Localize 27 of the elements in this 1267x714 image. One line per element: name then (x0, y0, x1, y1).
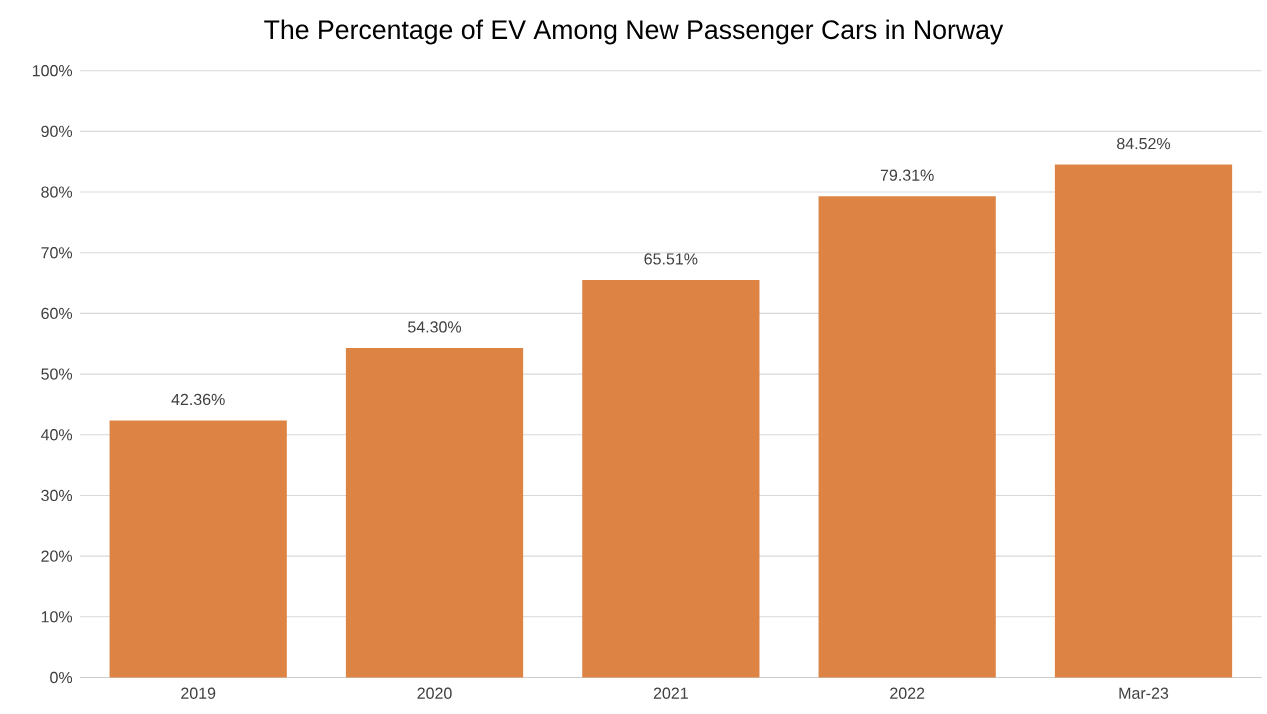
data-label: 79.31% (880, 169, 934, 182)
x-tick-label: 2022 (890, 687, 925, 700)
chart-title: The Percentage of EV Among New Passenger Cars in Norway (264, 19, 1004, 45)
x-tick-label: 2020 (417, 687, 452, 700)
bar (345, 348, 524, 678)
y-tick-label: 20% (41, 550, 73, 563)
y-tick-label: 0% (50, 672, 73, 684)
x-tick-label: 2019 (181, 687, 216, 700)
y-tick-label: 40% (40, 429, 73, 441)
y-tick-label: 80% (41, 186, 73, 198)
bar (818, 196, 996, 678)
data-label: 42.36% (171, 393, 225, 406)
bar (582, 280, 760, 678)
y-tick-label: 60% (41, 307, 73, 320)
data-label: 65.51% (644, 253, 698, 265)
y-tick-label: 90% (41, 125, 73, 138)
bar (109, 420, 287, 678)
x-tick-label: 2021 (653, 687, 688, 700)
bar (1054, 164, 1233, 678)
y-tick-label: 10% (41, 611, 73, 623)
y-tick-label: 70% (41, 247, 73, 259)
data-label: 84.52% (1117, 138, 1171, 150)
y-tick-label: 50% (41, 368, 73, 380)
y-tick-label: 100% (32, 65, 73, 77)
data-label: 54.30% (408, 321, 462, 333)
x-tick-label: Mar-23 (1119, 687, 1169, 700)
y-tick-label: 30% (41, 490, 73, 502)
